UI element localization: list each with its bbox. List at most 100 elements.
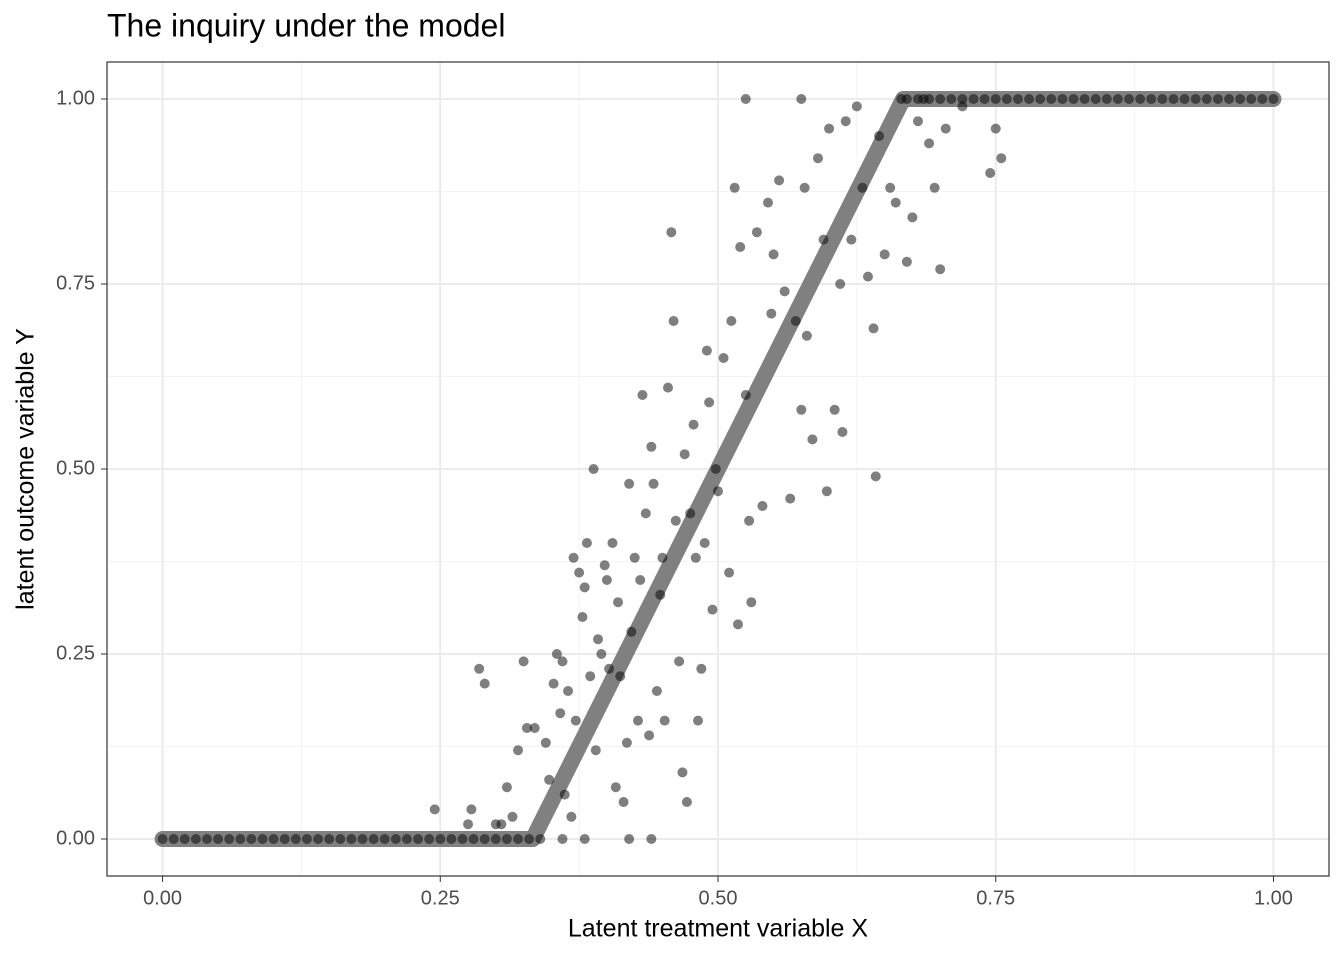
point	[690, 552, 701, 563]
point	[577, 612, 588, 622]
point	[924, 138, 935, 149]
point	[607, 538, 618, 548]
point	[521, 723, 532, 733]
point	[1079, 94, 1090, 104]
point	[646, 441, 657, 452]
point	[924, 94, 935, 104]
point	[768, 249, 779, 260]
plot-border	[106, 61, 1330, 877]
point	[851, 101, 862, 112]
point	[935, 94, 946, 104]
point	[257, 834, 268, 844]
point	[821, 486, 832, 497]
point	[1268, 94, 1279, 104]
point	[629, 552, 640, 563]
point	[901, 94, 912, 104]
point	[524, 834, 535, 844]
point	[246, 834, 257, 844]
point	[840, 116, 851, 127]
point	[190, 834, 201, 844]
point	[696, 663, 707, 674]
point	[624, 478, 635, 489]
point	[796, 404, 807, 415]
point	[268, 834, 279, 844]
point	[701, 345, 712, 356]
point	[168, 834, 179, 844]
point	[824, 123, 835, 134]
point	[785, 493, 796, 504]
x-tick-label: 0.00	[143, 887, 182, 909]
point	[646, 834, 657, 844]
point	[640, 508, 651, 519]
point	[670, 515, 681, 526]
point	[890, 197, 901, 208]
point	[907, 212, 918, 223]
point	[599, 560, 610, 571]
point	[368, 834, 379, 844]
point	[1224, 94, 1235, 104]
point	[544, 774, 555, 785]
point	[1101, 94, 1112, 104]
point	[290, 834, 301, 844]
point	[1135, 94, 1146, 104]
point	[615, 671, 626, 682]
point	[579, 834, 590, 844]
point	[357, 834, 368, 844]
point	[818, 234, 829, 245]
point	[535, 834, 546, 844]
point	[940, 123, 951, 134]
point	[735, 242, 746, 252]
point	[659, 715, 670, 726]
point	[179, 834, 190, 844]
point	[679, 449, 690, 460]
point	[990, 123, 1001, 134]
point	[213, 834, 224, 844]
point	[501, 782, 512, 793]
point	[601, 575, 612, 585]
point	[829, 404, 840, 415]
point	[648, 478, 659, 489]
point	[463, 819, 474, 830]
point	[1168, 94, 1179, 104]
point	[801, 330, 812, 341]
point	[457, 834, 468, 844]
point	[699, 538, 710, 548]
point	[651, 686, 662, 696]
point	[1246, 94, 1257, 104]
point	[563, 686, 574, 696]
point	[668, 316, 679, 326]
point	[201, 834, 212, 844]
point	[1146, 94, 1157, 104]
point	[1201, 94, 1212, 104]
point	[157, 834, 168, 844]
point	[688, 419, 699, 430]
point	[796, 94, 807, 104]
point	[570, 715, 581, 726]
point	[746, 597, 757, 608]
point	[513, 745, 524, 756]
point	[574, 567, 585, 578]
point	[870, 471, 881, 482]
point	[1157, 94, 1168, 104]
point	[846, 234, 857, 245]
point	[857, 182, 868, 193]
point	[751, 227, 762, 238]
point	[807, 434, 818, 445]
point	[724, 567, 735, 578]
point	[1035, 94, 1046, 104]
point	[693, 715, 704, 726]
point	[590, 745, 601, 756]
point	[596, 649, 607, 659]
point	[729, 182, 740, 193]
point	[301, 834, 312, 844]
point	[929, 182, 940, 193]
point	[490, 834, 501, 844]
point	[588, 464, 599, 474]
point	[540, 737, 551, 748]
point	[666, 227, 677, 238]
point	[1068, 94, 1079, 104]
point	[762, 197, 773, 208]
point	[479, 834, 490, 844]
point	[474, 663, 485, 674]
